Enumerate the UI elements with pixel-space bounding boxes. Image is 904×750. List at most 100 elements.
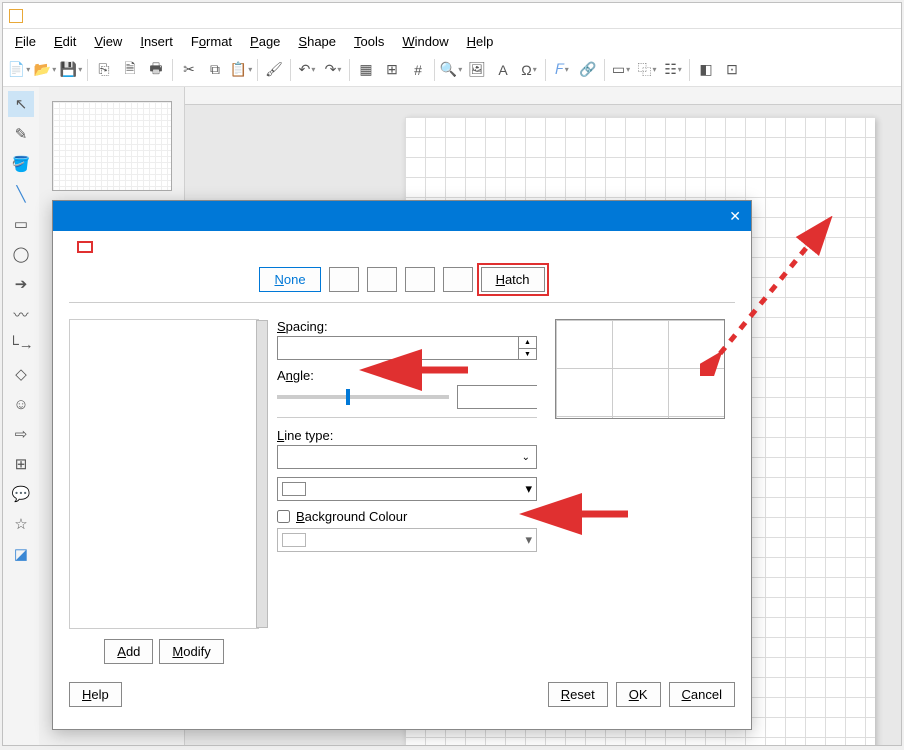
line-tool-icon[interactable]: ╲ xyxy=(8,181,34,207)
spec-char-icon[interactable]: Ω xyxy=(517,58,541,82)
distribute-icon[interactable]: ☷ xyxy=(661,58,685,82)
connector-tool-icon[interactable]: └→ xyxy=(8,331,34,357)
fill-hatch-button[interactable]: Hatch xyxy=(481,267,545,292)
add-button[interactable]: Add xyxy=(104,639,153,664)
chevron-down-icon: ⌄ xyxy=(522,452,530,463)
snap-icon[interactable]: ⊞ xyxy=(380,58,404,82)
title-bar xyxy=(3,3,901,29)
line-type-combo[interactable]: ⌄ xyxy=(277,445,537,469)
angle-spinbox[interactable]: ▲▼ xyxy=(457,385,537,409)
pdf-icon[interactable]: 🗎 xyxy=(118,58,142,82)
menu-format[interactable]: Format xyxy=(183,32,240,51)
spacing-down-icon[interactable]: ▼ xyxy=(519,349,536,360)
reset-button[interactable]: Reset xyxy=(548,682,608,707)
tab-page[interactable] xyxy=(65,241,77,253)
ellipse-tool-icon[interactable]: ◯ xyxy=(8,241,34,267)
vertical-toolbar: ↖ ✎ 🪣 ╲ ▭ ◯ ➔ 〰 └→ ◇ ☺ ⇨ ⊞ 💬 ☆ ◪ xyxy=(3,87,39,745)
grid-icon[interactable]: ▦ xyxy=(354,58,378,82)
hyperlink-icon[interactable]: 🔗 xyxy=(576,58,600,82)
horizontal-ruler xyxy=(185,87,901,105)
chevron-down-icon: ▾ xyxy=(525,481,532,497)
preview-box xyxy=(555,319,725,419)
fill-image-button[interactable] xyxy=(405,267,435,292)
curve-tool-icon[interactable]: 〰 xyxy=(8,301,34,327)
bg-colour-label: Background Colour xyxy=(296,509,407,524)
redo-icon[interactable]: ↷ xyxy=(321,58,345,82)
menu-help[interactable]: Help xyxy=(459,32,502,51)
cut-icon[interactable]: ✂ xyxy=(177,58,201,82)
spacing-input[interactable] xyxy=(278,337,518,359)
star-tool-icon[interactable]: ☆ xyxy=(8,511,34,537)
spacing-up-icon[interactable]: ▲ xyxy=(519,337,536,349)
line-colour-swatch xyxy=(282,482,306,496)
tab-background[interactable] xyxy=(77,241,93,253)
menu-window[interactable]: Window xyxy=(394,32,456,51)
shape-tool-icon[interactable]: ◇ xyxy=(8,361,34,387)
angle-label: Angle: xyxy=(277,368,537,383)
new-icon[interactable]: 📄 xyxy=(7,58,31,82)
spacing-label: Spacing: xyxy=(277,319,537,334)
print-icon[interactable]: 🖶 xyxy=(144,58,168,82)
bg-colour-combo: ▾ xyxy=(277,528,537,552)
fontwork-icon[interactable]: 𝐹 xyxy=(550,58,574,82)
flow-tool-icon[interactable]: ⊞ xyxy=(8,451,34,477)
text-icon[interactable]: A xyxy=(491,58,515,82)
ok-button[interactable]: OK xyxy=(616,682,661,707)
fill-type-buttons: None Hatch xyxy=(69,267,735,292)
menu-shape[interactable]: Shape xyxy=(290,32,344,51)
crop-icon[interactable]: ⊡ xyxy=(720,58,744,82)
3d-tool-icon[interactable]: ◪ xyxy=(8,541,34,567)
line-type-label: Line type: xyxy=(277,428,537,443)
fill-colour-button[interactable] xyxy=(329,267,359,292)
main-toolbar: 📄 📂 💾 ⎘ 🗎 🖶 ✂ ⧉ 📋 🖌 ↶ ↷ ▦ ⊞ # 🔍 🖼 A Ω 𝐹 … xyxy=(3,53,901,87)
page-properties-dialog: ✕ None Hatch Add Modify xyxy=(52,200,752,730)
shadow-icon[interactable]: ◧ xyxy=(694,58,718,82)
fill-none-button[interactable]: None xyxy=(259,267,320,292)
line-colour-combo[interactable]: ▾ xyxy=(277,477,537,501)
callout-tool-icon[interactable]: 💬 xyxy=(8,481,34,507)
fill-pattern-button[interactable] xyxy=(443,267,473,292)
tab-transparency[interactable] xyxy=(93,241,105,253)
spacing-spinbox[interactable]: ▲▼ xyxy=(277,336,537,360)
dialog-titlebar: ✕ xyxy=(53,201,751,231)
smiley-tool-icon[interactable]: ☺ xyxy=(8,391,34,417)
angle-slider[interactable] xyxy=(277,395,449,399)
zoom-icon[interactable]: 🔍 xyxy=(439,58,463,82)
modify-button[interactable]: Modify xyxy=(159,639,223,664)
menu-tools[interactable]: Tools xyxy=(346,32,392,51)
fill-gradient-button[interactable] xyxy=(367,267,397,292)
open-icon[interactable]: 📂 xyxy=(33,58,57,82)
undo-icon[interactable]: ↶ xyxy=(295,58,319,82)
arrange-icon[interactable]: ⿻ xyxy=(635,58,659,82)
block-arrow-icon[interactable]: ⇨ xyxy=(8,421,34,447)
menu-insert[interactable]: Insert xyxy=(132,32,181,51)
bg-colour-swatch xyxy=(282,533,306,547)
menu-page[interactable]: Page xyxy=(242,32,288,51)
export-icon[interactable]: ⎘ xyxy=(92,58,116,82)
helplines-icon[interactable]: # xyxy=(406,58,430,82)
copy-icon[interactable]: ⧉ xyxy=(203,58,227,82)
chevron-down-icon: ▾ xyxy=(525,532,532,548)
cancel-button[interactable]: Cancel xyxy=(669,682,735,707)
arrow-tool-icon[interactable]: ➔ xyxy=(8,271,34,297)
fill-tool-icon[interactable]: 🪣 xyxy=(8,151,34,177)
hatch-swatch-grid xyxy=(69,319,259,629)
align-icon[interactable]: ▭ xyxy=(609,58,633,82)
brush-icon[interactable]: 🖌 xyxy=(262,58,286,82)
paste-icon[interactable]: 📋 xyxy=(229,58,253,82)
pencil-tool-icon[interactable]: ✎ xyxy=(8,121,34,147)
save-icon[interactable]: 💾 xyxy=(59,58,83,82)
image-icon[interactable]: 🖼 xyxy=(465,58,489,82)
app-icon xyxy=(9,9,23,23)
page-thumbnail[interactable] xyxy=(52,101,172,191)
menu-edit[interactable]: Edit xyxy=(46,32,84,51)
bg-colour-checkbox[interactable] xyxy=(277,510,290,523)
menu-bar: File Edit View Insert Format Page Shape … xyxy=(3,29,901,53)
close-icon[interactable]: ✕ xyxy=(729,208,741,225)
rect-tool-icon[interactable]: ▭ xyxy=(8,211,34,237)
dialog-tabs xyxy=(53,231,751,253)
menu-file[interactable]: File xyxy=(7,32,44,51)
menu-view[interactable]: View xyxy=(86,32,130,51)
help-button[interactable]: Help xyxy=(69,682,122,707)
select-tool-icon[interactable]: ↖ xyxy=(8,91,34,117)
